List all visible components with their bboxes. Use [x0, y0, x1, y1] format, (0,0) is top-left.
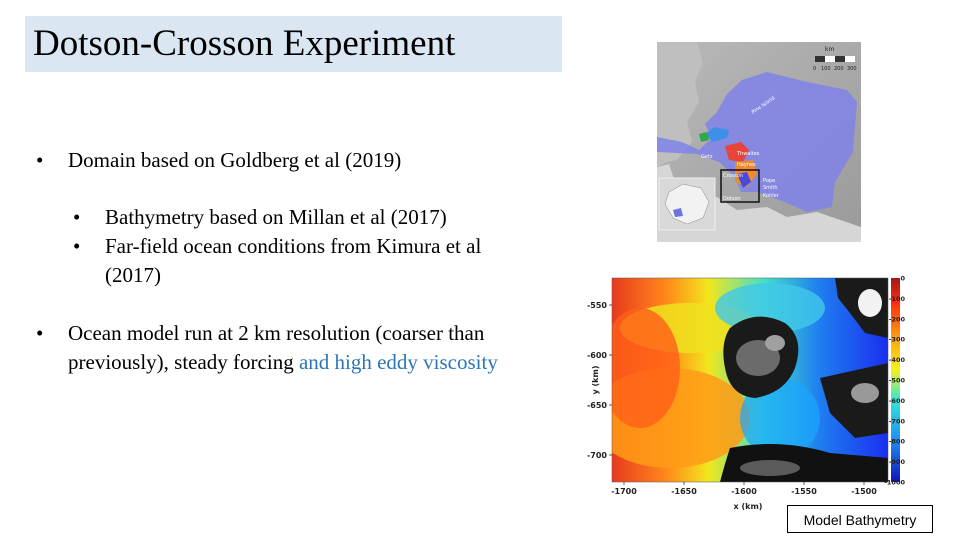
bullet-text-plain: Ocean model run at 2 km resolution (coar…: [68, 321, 485, 374]
bullet-text: Far-field ocean conditions from Kimura e…: [105, 234, 482, 287]
x-tick-label: -1600: [731, 487, 757, 496]
bullet-dot: •: [73, 205, 81, 229]
bullet-dot: •: [73, 234, 81, 258]
map-label: Kohler: [763, 193, 780, 199]
bullet-domain: • Domain based on Goldberg et al (2019): [36, 146, 402, 175]
map-scale-tick: 200: [834, 66, 844, 72]
bullet-text: Ocean model run at 2 km resolution (coar…: [38, 319, 508, 377]
colorbar-tick-label: -100: [889, 295, 905, 303]
colorbar-tick-label: -400: [889, 356, 905, 364]
bullet-bathymetry: • Bathymetry based on Millan et al (2017…: [73, 203, 447, 232]
title-box: Dotson-Crosson Experiment: [25, 16, 562, 72]
x-tick-label: -1550: [791, 487, 817, 496]
bullet-dot: •: [36, 148, 44, 172]
map-scale-tick: 100: [821, 66, 831, 72]
bullet-ocean-model: • Ocean model run at 2 km resolution (co…: [36, 319, 508, 377]
map-label: Haynes: [737, 162, 756, 168]
y-tick-label: -700: [587, 451, 607, 460]
bullet-dot: •: [36, 321, 44, 345]
x-tick-label: -1700: [611, 487, 637, 496]
y-ticks: -550 -600 -650 -700: [587, 301, 612, 460]
x-ticks: -1700 -1650 -1600 -1550 -1500: [611, 482, 877, 496]
bullet-text: Domain based on Goldberg et al (2019): [68, 148, 402, 172]
map-label: Dotson: [723, 196, 741, 202]
map-label: Thwaites: [736, 151, 760, 157]
x-tick-label: -1650: [671, 487, 697, 496]
colorbar-tick-label: 0: [900, 275, 905, 283]
map-label: Crosson: [723, 173, 743, 179]
x-tick-label: -1500: [851, 487, 877, 496]
bullet-text: Bathymetry based on Millan et al (2017): [105, 205, 447, 229]
colorbar-tick-label: -200: [889, 315, 905, 323]
heatmap-field: [612, 278, 888, 482]
location-map: km 0 100 200 300 Pine Island Thwaites Ha…: [657, 42, 861, 242]
colorbar-tick-label: -300: [889, 336, 905, 344]
y-tick-label: -600: [587, 351, 607, 360]
map-scale-tick: 300: [847, 66, 857, 72]
y-tick-label: -550: [587, 301, 607, 310]
x-axis-label: x (km): [734, 502, 763, 511]
location-map-graphic: km 0 100 200 300 Pine Island Thwaites Ha…: [657, 42, 861, 242]
slide-title: Dotson-Crosson Experiment: [33, 23, 456, 64]
colorbar-tick-label: -500: [889, 377, 905, 385]
colorbar: [891, 278, 900, 482]
bullet-far-field: • Far-field ocean conditions from Kimura…: [73, 232, 525, 290]
map-label: Smith: [763, 185, 778, 191]
colorbar-tick-label: -1000: [884, 479, 905, 487]
colorbar-tick-label: -700: [889, 417, 905, 425]
map-label: Pope: [763, 178, 775, 184]
colorbar-tick-label: -800: [889, 438, 905, 446]
colorbar-tick-label: -900: [889, 458, 905, 466]
map-scale-label: km: [825, 46, 834, 53]
map-scale-tick: 0: [813, 66, 816, 72]
colorbar-ticks: 0 -100 -200 -300 -400 -500 -600 -700 -800 -900 -10…: [884, 275, 905, 487]
y-tick-label: -650: [587, 401, 607, 410]
y-axis-label: y (km): [591, 366, 600, 395]
map-label: Getz: [701, 154, 713, 160]
bullet-text-highlight: and high eddy viscosity: [298, 350, 498, 374]
colorbar-tick-label: -600: [889, 397, 905, 405]
bathymetry-chart: -550 -600 -650 -700 -1700 -1650 -1600 -1550 -15…: [587, 275, 905, 512]
figure-caption: Model Bathymetry: [787, 505, 933, 533]
